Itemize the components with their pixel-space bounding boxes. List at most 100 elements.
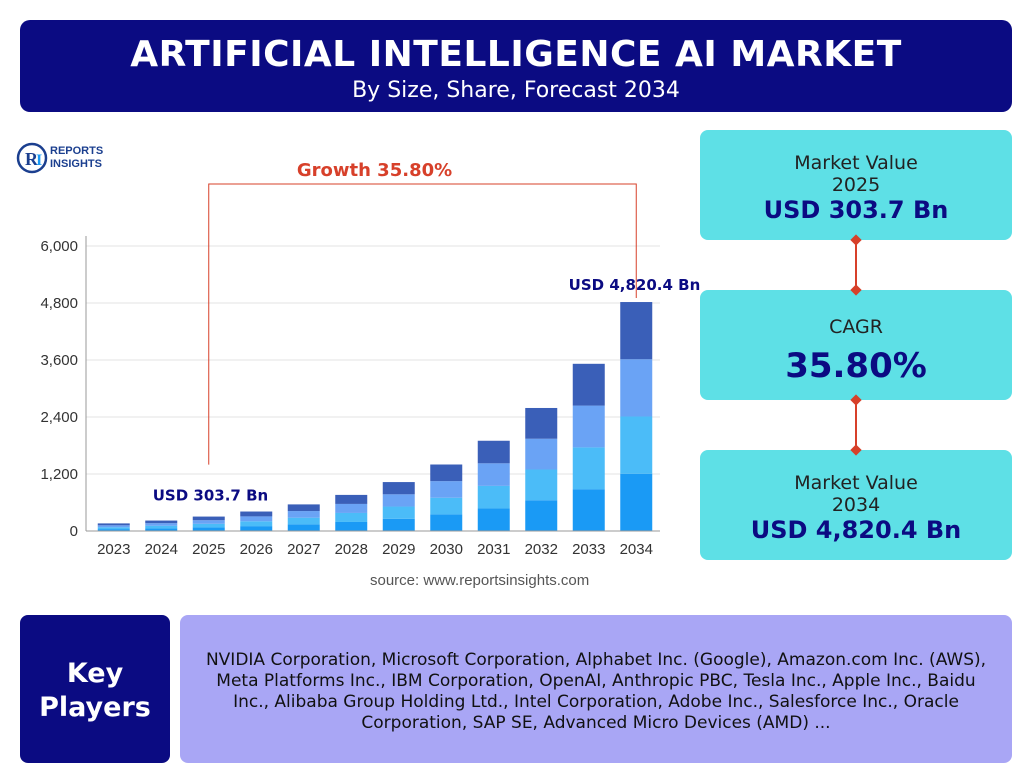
bar-segment-2027 xyxy=(287,511,320,518)
growth-bracket xyxy=(208,183,637,465)
bar-segment-2026 xyxy=(240,521,273,527)
header-banner: ARTIFICIAL INTELLIGENCE AI MARKET By Siz… xyxy=(20,20,1012,112)
bar-segment-2029 xyxy=(382,494,415,507)
y-tick-label: 4,800 xyxy=(40,295,78,312)
kpi-market-value-2034: Market Value 2034 USD 4,820.4 Bn xyxy=(700,450,1012,560)
bar-segment-2025 xyxy=(192,523,225,528)
bar-segment-2030 xyxy=(430,497,463,515)
bar-segment-2034 xyxy=(620,302,653,360)
x-tick-label: 2033 xyxy=(572,541,605,558)
page-title: ARTIFICIAL INTELLIGENCE AI MARKET xyxy=(130,34,902,75)
bar-segment-2025 xyxy=(192,516,225,521)
bar-segment-2027 xyxy=(287,524,320,531)
bar-segment-2029 xyxy=(382,482,415,495)
logo-line-2: INSIGHTS xyxy=(50,158,102,170)
bars-layer xyxy=(97,302,653,531)
kpi-market-value-2025: Market Value 2025 USD 303.7 Bn xyxy=(700,130,1012,240)
bar-segment-2030 xyxy=(430,514,463,531)
bar-segment-2023 xyxy=(97,523,130,526)
x-tick-label: 2029 xyxy=(382,541,415,558)
bar-segment-2032 xyxy=(525,438,558,470)
x-tick-label: 2034 xyxy=(620,541,653,558)
source-note: source: www.reportsinsights.com xyxy=(370,572,590,589)
grid-layer xyxy=(86,245,660,475)
bar-segment-2032 xyxy=(525,469,558,501)
kpi-connector-line xyxy=(855,240,857,290)
bar-segment-2034 xyxy=(620,473,653,531)
kpi-value: 35.80% xyxy=(785,346,927,386)
end-value-label: USD 4,820.4 Bn xyxy=(569,276,700,294)
bar-segment-2026 xyxy=(240,511,273,517)
svg-text:R: R xyxy=(25,149,39,169)
x-tick-label: 2024 xyxy=(145,541,178,558)
kpi-label: Market Value 2025 xyxy=(700,152,1012,196)
x-tick-label: 2027 xyxy=(287,541,320,558)
bar-segment-2028 xyxy=(335,521,368,531)
bar-segment-2030 xyxy=(430,464,463,482)
logo-line-1: REPORTS xyxy=(50,145,104,157)
y-tick-label: 2,400 xyxy=(40,409,78,426)
bar-segment-2032 xyxy=(525,407,558,439)
logo-mark-icon: R I xyxy=(16,142,48,174)
bar-segment-2031 xyxy=(477,508,510,531)
y-tick-label: 3,600 xyxy=(40,352,78,369)
bar-segment-2031 xyxy=(477,440,510,464)
bar-segment-2024 xyxy=(145,525,178,529)
bar-segment-2023 xyxy=(97,529,130,531)
x-tick-label: 2023 xyxy=(97,541,130,558)
bar-segment-2027 xyxy=(287,504,320,512)
bar-segment-2024 xyxy=(145,520,178,524)
axis-layer: 0 1,200 2,400 3,600 4,800 6,000 2023 2024 2025 20… xyxy=(40,236,660,558)
y-tick-label: 6,000 xyxy=(40,238,78,255)
bar-segment-2031 xyxy=(477,485,510,509)
x-tick-label: 2028 xyxy=(335,541,368,558)
x-tick-label: 2031 xyxy=(477,541,510,558)
bar-segment-2032 xyxy=(525,500,558,531)
bar-segment-2025 xyxy=(192,527,225,531)
kpi-value: USD 303.7 Bn xyxy=(763,196,949,224)
bar-segment-2034 xyxy=(620,416,653,474)
kpi-label: CAGR xyxy=(829,316,883,338)
bar-segment-2024 xyxy=(145,523,178,526)
bar-segment-2026 xyxy=(240,526,273,531)
bar-segment-2025 xyxy=(192,520,225,524)
bar-segment-2033 xyxy=(572,405,605,448)
bar-segment-2023 xyxy=(97,525,130,528)
kpi-label-text: Market Value xyxy=(794,152,918,174)
bar-segment-2028 xyxy=(335,503,368,513)
bar-segment-2033 xyxy=(572,489,605,531)
bar-segment-2028 xyxy=(335,494,368,504)
bar-segment-2033 xyxy=(572,363,605,406)
y-tick-label: 0 xyxy=(70,523,78,540)
reports-insights-logo: R I REPORTS INSIGHTS xyxy=(16,142,126,178)
growth-label: Growth 35.80% xyxy=(297,160,452,181)
logo-text: REPORTS INSIGHTS xyxy=(50,145,103,171)
key-players-label-line2: Players xyxy=(39,692,151,723)
kpi-label: Market Value 2034 xyxy=(700,472,1012,516)
y-tick-label: 1,200 xyxy=(40,466,78,483)
kpi-value: USD 4,820.4 Bn xyxy=(750,516,962,544)
bar-segment-2026 xyxy=(240,516,273,522)
bar-segment-2023 xyxy=(97,527,130,530)
kpi-label-text: Market Value xyxy=(794,472,918,494)
x-tick-label: 2026 xyxy=(240,541,273,558)
kpi-year: 2025 xyxy=(831,174,881,196)
kpi-year: 2034 xyxy=(831,494,881,516)
start-value-label: USD 303.7 Bn xyxy=(153,487,268,505)
x-tick-label: 2032 xyxy=(525,541,558,558)
annotation-layer: Growth 35.80% USD 303.7 Bn USD 4,820.4 Bn xyxy=(153,160,700,505)
bar-segment-2027 xyxy=(287,517,320,525)
key-players-list: NVIDIA Corporation, Microsoft Corporatio… xyxy=(180,615,1012,763)
page-subtitle: By Size, Share, Forecast 2034 xyxy=(352,78,680,103)
bar-segment-2033 xyxy=(572,447,605,490)
bar-segment-2028 xyxy=(335,512,368,522)
bar-segment-2031 xyxy=(477,463,510,486)
kpi-cagr: CAGR 35.80% xyxy=(700,290,1012,400)
x-tick-label: 2025 xyxy=(192,541,225,558)
bar-segment-2030 xyxy=(430,481,463,498)
bar-segment-2029 xyxy=(382,518,415,531)
key-players-label: Key Players xyxy=(20,615,170,763)
market-bar-chart: 0 1,200 2,400 3,600 4,800 6,000 2023 2024 2025 20… xyxy=(40,160,700,558)
bar-segment-2024 xyxy=(145,528,178,531)
bar-segment-2029 xyxy=(382,506,415,519)
